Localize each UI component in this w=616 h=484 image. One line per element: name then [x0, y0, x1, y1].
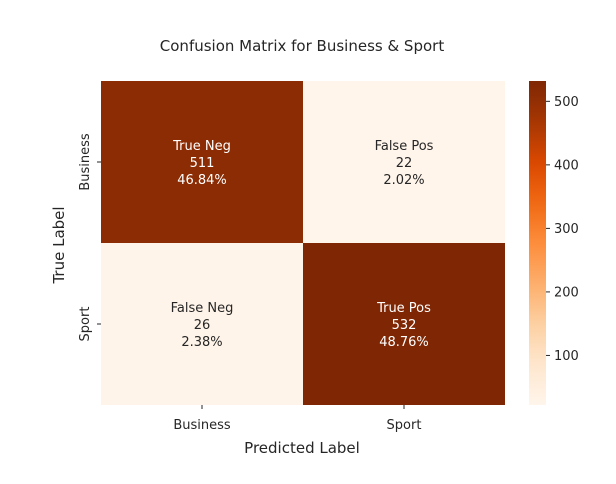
cell-count-0-1: 22 — [396, 156, 413, 171]
cell-label-1-0: False Neg — [171, 301, 234, 316]
heatmap-cell-1-1 — [303, 243, 505, 405]
colorbar-tick-label-3: 400 — [554, 158, 579, 173]
colorbar-tick-label-1: 200 — [554, 285, 579, 300]
heatmap-cell-labels: True Neg 511 46.84% False Pos 22 2.02% False N… — [171, 139, 434, 350]
cell-label-1-1: True Pos — [376, 301, 431, 316]
cell-label-0-1: False Pos — [375, 139, 434, 154]
cell-count-1-0: 26 — [194, 318, 211, 333]
cell-percent-0-1: 2.02% — [383, 173, 424, 188]
cell-percent-0-0: 46.84% — [177, 173, 227, 188]
colorbar-tick-label-4: 500 — [554, 95, 579, 110]
y-axis-label: True Label — [50, 206, 68, 284]
colorbar-tick-label-0: 100 — [554, 349, 579, 364]
colorbar-tick-label-2: 300 — [554, 222, 579, 237]
cell-count-1-1: 532 — [392, 318, 417, 333]
heatmap-cell-1-0 — [101, 243, 303, 405]
y-tick-label-1: Sport — [78, 307, 93, 342]
x-tick-label-0: Business — [173, 418, 231, 433]
colorbar — [529, 81, 546, 405]
heatmap-cells — [101, 81, 505, 405]
chart-title: Confusion Matrix for Business & Sport — [160, 37, 445, 55]
heatmap-axes: Business Sport Business Sport — [78, 133, 421, 433]
cell-percent-1-1: 48.76% — [379, 335, 429, 350]
y-tick-label-0: Business — [78, 133, 93, 191]
cell-label-0-0: True Neg — [172, 139, 231, 154]
heatmap-cell-0-1 — [303, 81, 505, 243]
cell-count-0-0: 511 — [190, 156, 215, 171]
colorbar-ticks: 100 200 300 400 500 — [546, 95, 579, 364]
heatmap-cell-0-0 — [101, 81, 303, 243]
cell-percent-1-0: 2.38% — [181, 335, 222, 350]
x-tick-label-1: Sport — [387, 418, 422, 433]
x-axis-label: Predicted Label — [244, 439, 360, 457]
